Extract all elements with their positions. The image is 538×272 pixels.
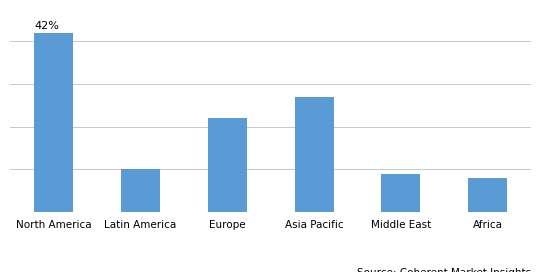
Bar [121,169,160,212]
Text: 42%: 42% [34,21,59,31]
Bar [294,97,334,212]
Bar [208,118,247,212]
Bar [381,174,421,212]
Bar [468,178,507,212]
Bar [34,33,73,212]
Text: Source: Coherent Market Insights: Source: Coherent Market Insights [357,268,531,272]
